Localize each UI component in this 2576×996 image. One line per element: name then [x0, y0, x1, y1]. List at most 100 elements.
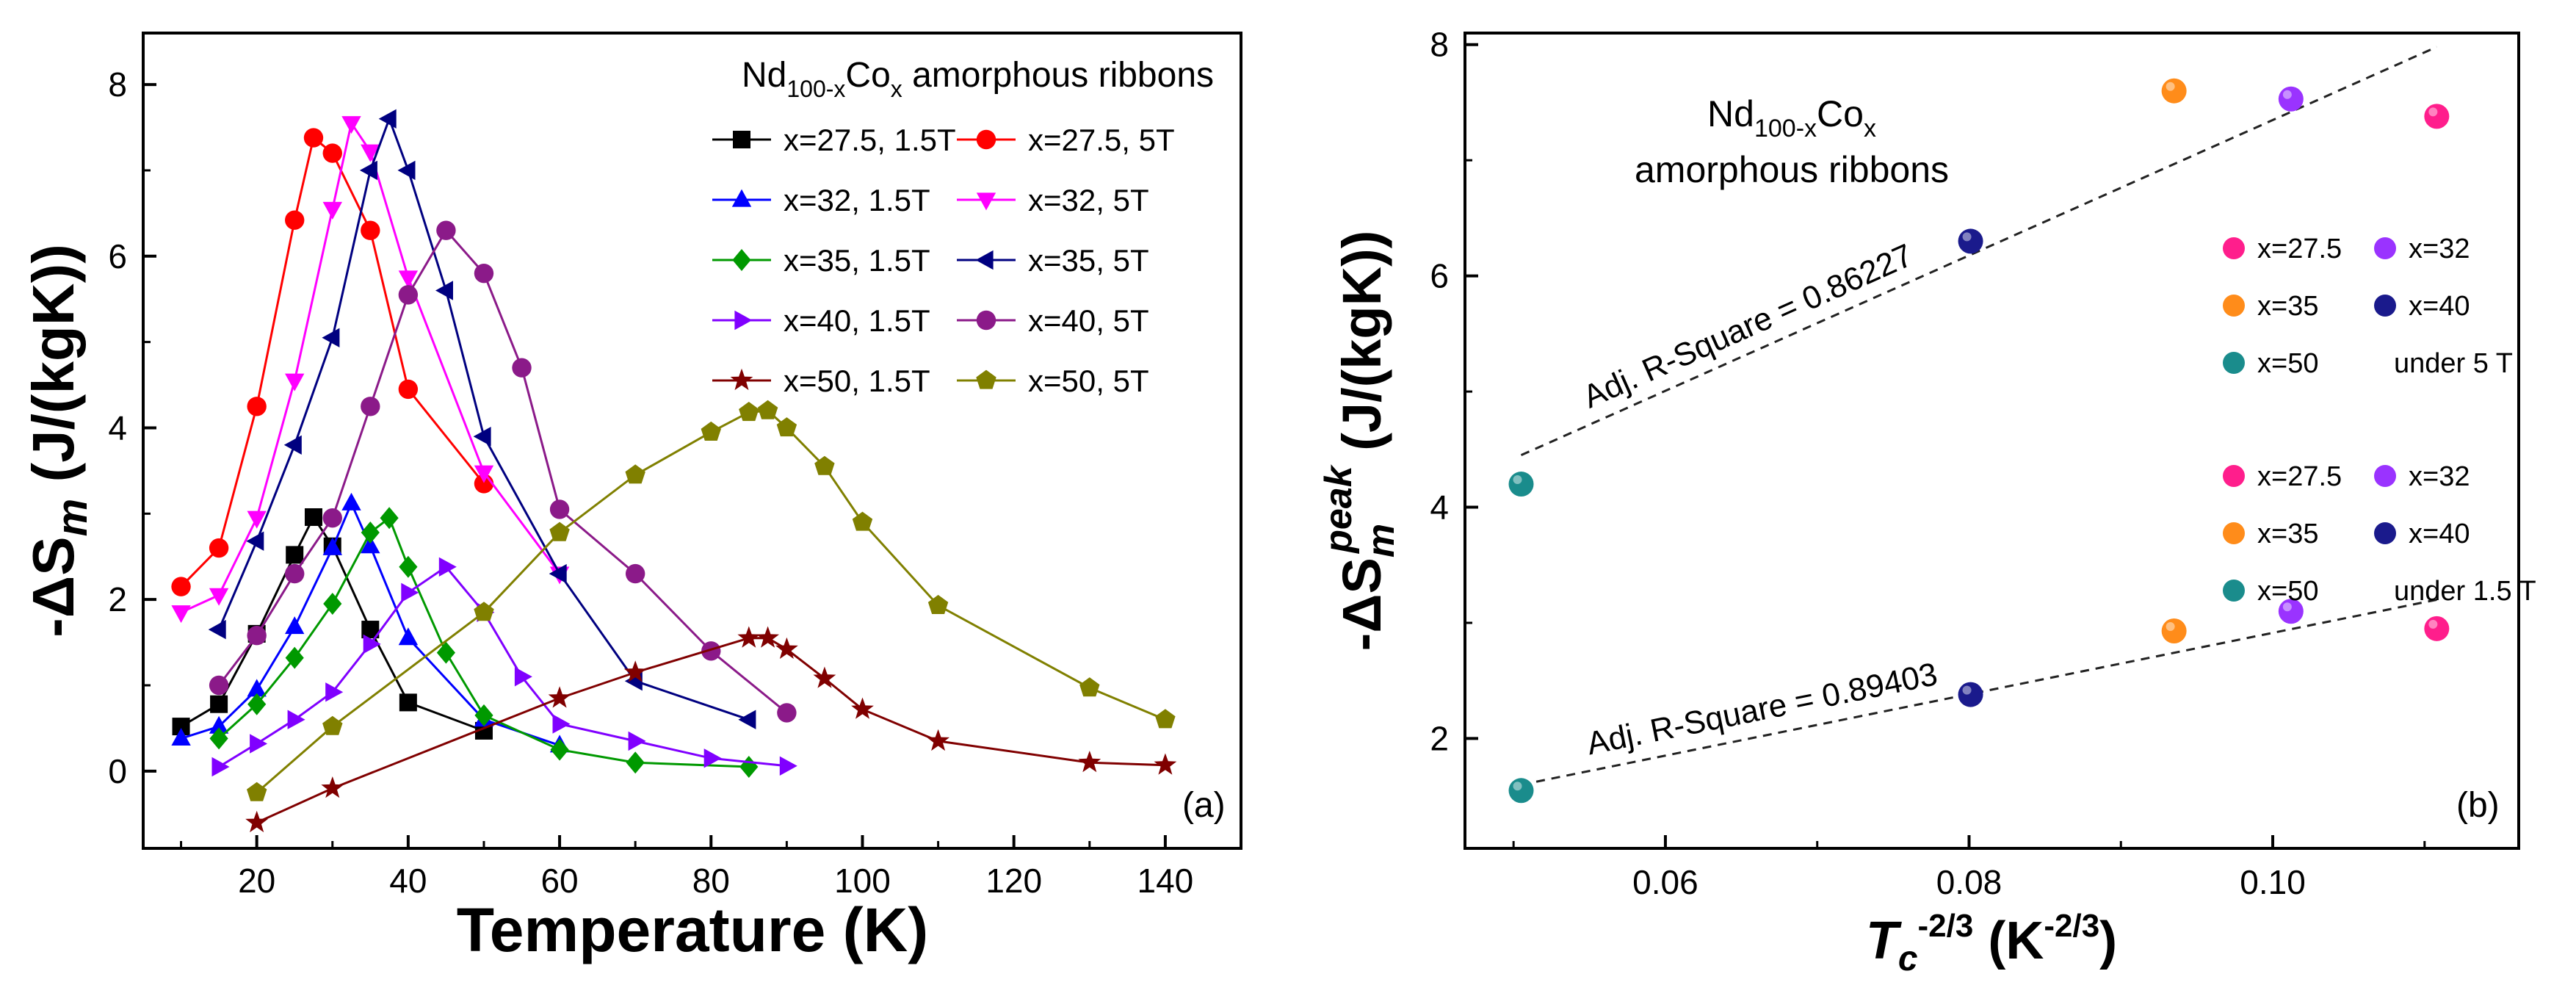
x-ticks-b: 0.06 0.08 0.10 — [1512, 835, 2426, 901]
data-point — [285, 563, 305, 584]
x-tick-label-b: 0.10 — [2240, 863, 2306, 901]
legend-label: x=32, 5T — [1028, 183, 1149, 217]
legend-group-2: x=27.5 x=32 x=35 x=40 x=50 under 1.5 T — [2223, 461, 2536, 607]
data-point — [739, 756, 759, 778]
legend-label: x=27.5, 5T — [1028, 123, 1175, 157]
series-x-40 — [1958, 228, 1983, 707]
legend-label: x=35, 5T — [1028, 243, 1149, 278]
legend-label: x=27.5 — [2257, 234, 2342, 264]
y-tick-label-a: 8 — [108, 65, 127, 104]
series-line — [256, 409, 1166, 794]
legend-label: x=50, 5T — [1028, 364, 1149, 398]
series-x-35 — [2161, 78, 2187, 643]
data-point — [701, 421, 721, 441]
y-tick-label-a: 0 — [108, 752, 127, 790]
legend-b: x=27.5 x=32 x=35 x=40 x=50 under 5 T x=27.5 x=3… — [2223, 234, 2536, 607]
legend-marker — [2374, 465, 2396, 487]
legend-marker — [976, 369, 996, 389]
panel-label-a: (a) — [1182, 786, 1226, 825]
data-point-highlight — [2428, 619, 2438, 629]
data-point-highlight — [1962, 232, 1972, 242]
data-point — [380, 507, 399, 530]
legend-label: x=35 — [2257, 291, 2318, 322]
data-point — [209, 538, 229, 558]
legend-label: x=40, 5T — [1028, 303, 1149, 338]
series-x-27-5-5t — [171, 128, 494, 596]
data-point — [361, 220, 380, 240]
data-point — [514, 667, 532, 687]
data-point — [245, 810, 269, 833]
legend-label: x=35, 1.5T — [784, 243, 930, 278]
data-point — [287, 710, 305, 729]
data-point — [322, 508, 342, 528]
series-line — [181, 500, 560, 747]
data-point — [813, 666, 836, 688]
x-tick-label-b: 0.08 — [1936, 863, 2002, 901]
data-point — [703, 748, 722, 768]
legend-item-x-50-1-5t: x=50, 1.5T — [712, 364, 930, 398]
data-point — [209, 727, 228, 750]
data-point — [776, 417, 797, 437]
data-point — [285, 210, 305, 230]
series-x-40-5t — [209, 220, 797, 723]
legend-marker — [2223, 295, 2245, 317]
y-ticks-a: 0 2 4 6 8 — [108, 65, 156, 790]
data-point — [341, 116, 361, 134]
data-point — [322, 328, 340, 347]
y-tick-label-b: 8 — [1430, 26, 1449, 64]
data-point — [285, 646, 304, 669]
legend-marker — [732, 249, 751, 271]
legend-marker — [2223, 237, 2245, 259]
data-point — [171, 728, 191, 746]
legend-marker — [976, 129, 996, 150]
data-point-highlight — [2282, 90, 2292, 99]
data-point — [209, 715, 229, 734]
data-point — [247, 693, 267, 715]
data-point — [322, 201, 342, 220]
series-x-32-5t — [171, 116, 570, 624]
y-axis-title-b: -ΔSmpeak (J/(kgK)) — [1317, 231, 1403, 652]
data-point — [341, 492, 361, 510]
data-point — [852, 511, 873, 531]
annotation-title-b: Nd100-xCox — [1707, 93, 1876, 142]
x-axis-title-b: Tc-2/3 (K-2/3) — [1866, 908, 2117, 978]
x-tick-label-a: 40 — [389, 862, 427, 900]
data-point — [361, 144, 380, 162]
legend-item-x-32-5t: x=32, 5T — [957, 183, 1149, 217]
data-point — [361, 535, 380, 554]
x-tick-label-b: 0.06 — [1632, 863, 1698, 901]
legend-marker — [2374, 237, 2396, 259]
legend-group-1: x=27.5 x=32 x=35 x=40 x=50 under 5 T — [2223, 234, 2513, 379]
data-point — [286, 546, 304, 564]
data-point — [1958, 228, 1983, 254]
series-x-50 — [1508, 472, 1534, 804]
x-tick-label-a: 100 — [834, 862, 891, 900]
x-axis-title-a: Temperature (K) — [457, 895, 929, 964]
legend-item-x-40-5t: x=40, 5T — [957, 303, 1149, 338]
legend-a: x=27.5, 1.5T x=27.5, 5T x=32, 1.5T x=32, 5T… — [712, 123, 1175, 398]
data-point — [550, 738, 569, 761]
data-point — [739, 402, 759, 422]
data-point — [361, 522, 380, 544]
x-tick-label-a: 80 — [692, 862, 730, 900]
data-point — [625, 464, 645, 484]
panel-label-b: (b) — [2456, 786, 2500, 825]
series-line — [218, 565, 787, 768]
data-point — [738, 710, 756, 729]
data-point — [625, 563, 645, 584]
y-tick-label-b: 6 — [1430, 257, 1449, 295]
x-tick-label-a: 60 — [540, 862, 578, 900]
x-tick-label-a: 20 — [238, 862, 275, 900]
data-point — [283, 435, 302, 455]
data-point — [549, 499, 570, 519]
data-point — [399, 555, 418, 578]
legend-label: x=32, 1.5T — [784, 183, 930, 217]
data-point — [209, 588, 229, 606]
data-point — [397, 160, 416, 181]
legend-label: x=27.5 — [2257, 461, 2342, 492]
data-point — [438, 557, 457, 577]
series-x-35-5t — [208, 109, 756, 729]
points-b — [1508, 78, 2450, 804]
legend-title-a: Nd100-xCox amorphous ribbons — [742, 56, 1214, 102]
